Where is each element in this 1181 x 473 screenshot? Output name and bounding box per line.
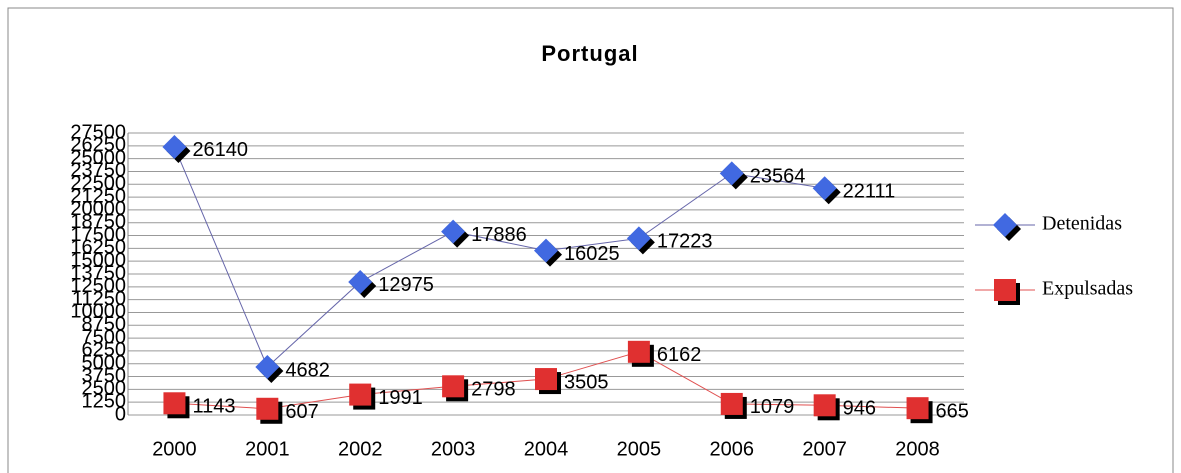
y-tick-label: 3750 (82, 365, 127, 387)
x-tick-label: 2001 (245, 438, 290, 460)
y-tick-label: 16250 (70, 237, 126, 259)
y-tick-label: 1250 (82, 390, 127, 412)
data-label: 2798 (471, 379, 515, 401)
marker-shape (534, 238, 558, 263)
marker-shape (626, 226, 651, 251)
legend-label: Expulsadas (1042, 278, 1133, 300)
marker (256, 397, 283, 424)
marker-shape (993, 213, 1017, 237)
marker (994, 279, 1020, 305)
y-tick-label: 2500 (82, 378, 127, 400)
data-label: 22111 (843, 181, 896, 203)
marker (163, 392, 190, 419)
data-label: 17886 (471, 224, 527, 246)
y-tick-label: 8750 (82, 314, 127, 336)
y-tick-label: 13750 (70, 262, 126, 284)
data-label: 1991 (378, 387, 423, 409)
y-tick-label: 21250 (70, 185, 126, 207)
data-label: 23564 (750, 166, 806, 188)
data-label: 12975 (378, 274, 434, 296)
y-tick-label: 7500 (82, 326, 127, 348)
y-tick-label: 17500 (70, 224, 126, 246)
y-tick-label: 26250 (70, 134, 126, 156)
marker-shape (719, 161, 744, 186)
y-tick-label: 12500 (70, 275, 126, 297)
y-tick-label: 25000 (70, 147, 126, 169)
data-label: 17223 (657, 231, 713, 253)
marker-shape (255, 354, 280, 379)
y-tick-label: 23750 (70, 160, 126, 182)
x-tick-label: 2003 (431, 438, 476, 460)
marker (534, 238, 562, 267)
marker (627, 340, 654, 367)
marker-shape (256, 397, 279, 420)
x-tick-label: 2006 (710, 438, 755, 460)
y-tick-label: 15000 (70, 249, 126, 271)
y-tick-label: 20000 (70, 198, 126, 220)
marker-shape (994, 279, 1016, 301)
y-tick-label: 10000 (70, 301, 126, 323)
x-tick-label: 2004 (524, 438, 569, 460)
series-line (173, 146, 825, 368)
marker (348, 269, 377, 298)
marker-shape (535, 368, 557, 391)
chart-title: Portugal (541, 41, 638, 66)
data-label: 4682 (285, 359, 330, 381)
data-label: 665 (936, 400, 969, 422)
marker-shape (812, 176, 837, 201)
x-tick-label: 2007 (802, 438, 847, 460)
data-label: 607 (285, 401, 318, 423)
y-tick-label: 18750 (70, 211, 126, 233)
marker (626, 226, 655, 255)
y-tick-label: 0 (115, 403, 126, 425)
marker-shape (163, 392, 186, 415)
marker (813, 394, 840, 421)
marker (442, 375, 469, 402)
data-label: 16025 (564, 243, 620, 265)
x-tick-label: 2008 (895, 438, 940, 460)
marker (812, 176, 841, 205)
marker-shape (349, 383, 372, 406)
legend-label: Detenidas (1042, 213, 1122, 235)
marker-shape (627, 340, 650, 363)
data-label: 26140 (192, 139, 248, 161)
x-tick-label: 2000 (152, 438, 197, 460)
y-tick-label: 22500 (70, 173, 126, 195)
marker (535, 368, 561, 395)
y-tick-label: 11250 (72, 288, 126, 310)
marker-shape (720, 392, 743, 415)
data-label: 1143 (192, 396, 235, 418)
marker (255, 354, 284, 383)
chart-frame (7, 7, 1174, 473)
data-label: 946 (843, 398, 876, 420)
marker (720, 392, 747, 419)
marker (441, 219, 470, 248)
marker-shape (813, 394, 836, 417)
marker (349, 383, 376, 410)
y-tick-label: 6250 (82, 339, 127, 361)
x-tick-label: 2002 (338, 438, 383, 460)
marker (993, 213, 1021, 241)
marker (906, 397, 933, 424)
y-tick-label: 27500 (70, 121, 126, 143)
data-label: 1079 (750, 396, 795, 418)
marker-shape (348, 269, 373, 294)
marker (719, 161, 748, 190)
y-tick-label: 5000 (82, 352, 127, 374)
x-tick-label: 2005 (617, 438, 662, 460)
marker-shape (442, 375, 465, 398)
data-label: 6162 (657, 344, 702, 366)
data-label: 3505 (564, 371, 609, 393)
marker-shape (162, 134, 187, 159)
marker-shape (441, 219, 466, 244)
marker (162, 134, 191, 163)
marker-shape (906, 397, 929, 420)
